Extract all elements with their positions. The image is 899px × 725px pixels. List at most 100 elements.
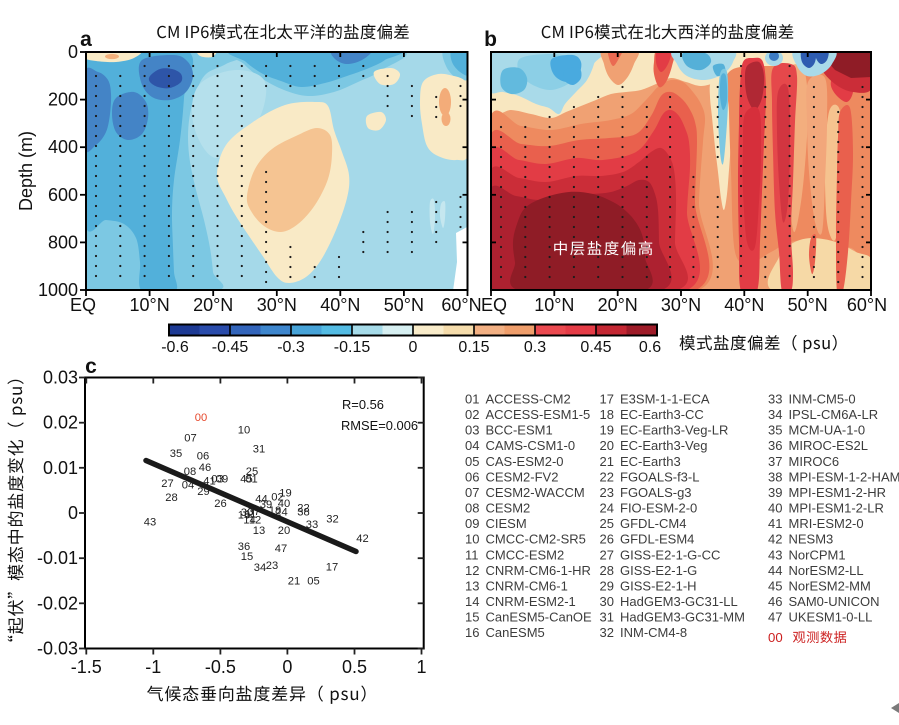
svg-text:38: 38 <box>768 469 782 484</box>
svg-text:MPI-ESM-1-2-HAM: MPI-ESM-1-2-HAM <box>789 469 899 484</box>
svg-text:39: 39 <box>768 485 782 500</box>
svg-text:NorESM2-MM: NorESM2-MM <box>789 579 871 594</box>
svg-text:34: 34 <box>768 407 782 422</box>
svg-text:-0.5: -0.5 <box>205 657 236 677</box>
svg-text:CESM2-WACCM: CESM2-WACCM <box>486 485 585 500</box>
svg-text:400: 400 <box>48 137 78 157</box>
svg-text:21: 21 <box>288 576 300 588</box>
svg-text:44: 44 <box>768 563 782 578</box>
svg-text:50°N: 50°N <box>788 295 828 315</box>
svg-text:03: 03 <box>465 423 479 438</box>
svg-text:IPSL-CM6A-LR: IPSL-CM6A-LR <box>789 407 879 422</box>
svg-text:600: 600 <box>48 185 78 205</box>
svg-text:24: 24 <box>275 507 287 519</box>
svg-text:ACCESS-ESM1-5: ACCESS-ESM1-5 <box>486 407 591 422</box>
svg-text:42: 42 <box>768 532 782 547</box>
svg-text:0.6: 0.6 <box>639 339 661 356</box>
svg-text:05: 05 <box>465 454 479 469</box>
svg-text:GISS-E2-1-H: GISS-E2-1-H <box>620 579 697 594</box>
svg-text:47: 47 <box>768 610 782 625</box>
svg-text:08: 08 <box>465 501 479 516</box>
svg-text:800: 800 <box>48 232 78 252</box>
svg-text:04: 04 <box>182 480 194 492</box>
svg-text:60°N: 60°N <box>441 295 481 315</box>
svg-text:GFDL-CM4: GFDL-CM4 <box>620 516 686 531</box>
svg-text:35: 35 <box>170 448 182 460</box>
svg-text:26: 26 <box>600 532 614 547</box>
svg-text:35: 35 <box>768 423 782 438</box>
svg-text:07: 07 <box>465 485 479 500</box>
svg-text:0: 0 <box>68 503 78 523</box>
svg-text:-0.3: -0.3 <box>277 339 305 356</box>
svg-text:32: 32 <box>326 514 338 526</box>
svg-text:33: 33 <box>306 519 318 531</box>
svg-text:15: 15 <box>241 551 253 563</box>
svg-text:MPI-ESM1-2-LR: MPI-ESM1-2-LR <box>789 501 884 516</box>
svg-text:CanESM5-CanOE: CanESM5-CanOE <box>486 610 593 625</box>
svg-text:INM-CM4-8: INM-CM4-8 <box>620 625 687 640</box>
svg-text:-0.03: -0.03 <box>37 639 78 659</box>
svg-text:24: 24 <box>600 501 614 516</box>
svg-text:43: 43 <box>144 517 156 529</box>
svg-text:CanESM5: CanESM5 <box>486 625 545 640</box>
svg-text:17: 17 <box>600 392 614 407</box>
svg-text:38: 38 <box>297 507 309 519</box>
svg-text:EC-Earth3-CC: EC-Earth3-CC <box>620 407 704 422</box>
svg-text:MRI-ESM2-0: MRI-ESM2-0 <box>789 516 864 531</box>
svg-text:26: 26 <box>214 498 226 510</box>
svg-text:32: 32 <box>600 625 614 640</box>
svg-text:-1: -1 <box>145 657 161 677</box>
svg-text:0.3: 0.3 <box>524 339 546 356</box>
svg-text:11: 11 <box>465 547 479 562</box>
svg-text:CMCC-ESM2: CMCC-ESM2 <box>486 547 565 562</box>
svg-text:23: 23 <box>266 560 278 572</box>
svg-text:20: 20 <box>278 525 290 537</box>
svg-text:40°N: 40°N <box>320 295 360 315</box>
svg-text:30°N: 30°N <box>257 295 297 315</box>
svg-text:UKESM1-0-LL: UKESM1-0-LL <box>789 610 873 625</box>
svg-text:RMSE=0.006: RMSE=0.006 <box>341 418 418 433</box>
svg-text:0.15: 0.15 <box>458 339 489 356</box>
svg-text:CNRM-CM6-1-HR: CNRM-CM6-1-HR <box>486 563 591 578</box>
svg-text:b: b <box>484 28 497 51</box>
svg-text:0.03: 0.03 <box>43 368 78 388</box>
svg-text:EC-Earth3: EC-Earth3 <box>620 454 681 469</box>
svg-text:NorCPM1: NorCPM1 <box>789 547 846 562</box>
svg-text:22: 22 <box>600 469 614 484</box>
svg-text:200: 200 <box>48 90 78 110</box>
svg-text:c: c <box>85 355 97 378</box>
svg-text:08: 08 <box>184 466 196 478</box>
svg-text:45: 45 <box>768 579 782 594</box>
svg-text:04: 04 <box>465 438 479 453</box>
svg-text:CESM2: CESM2 <box>486 501 531 516</box>
svg-text:07: 07 <box>184 433 196 445</box>
svg-text:10: 10 <box>238 425 250 437</box>
svg-text:EQ: EQ <box>481 295 507 315</box>
svg-text:INM-CM5-0: INM-CM5-0 <box>789 392 856 407</box>
svg-text:CNRM-ESM2-1: CNRM-ESM2-1 <box>486 594 576 609</box>
svg-text:a: a <box>80 28 92 51</box>
svg-text:02: 02 <box>465 407 479 422</box>
svg-text:06: 06 <box>465 469 479 484</box>
svg-text:20: 20 <box>600 438 614 453</box>
svg-text:EC-Earth3-Veg: EC-Earth3-Veg <box>620 438 707 453</box>
svg-text:50°N: 50°N <box>384 295 424 315</box>
svg-text:Depth (m): Depth (m) <box>16 131 36 211</box>
svg-text:20°N: 20°N <box>193 295 233 315</box>
svg-text:29: 29 <box>600 579 614 594</box>
svg-text:0: 0 <box>282 657 292 677</box>
svg-text:37: 37 <box>768 454 782 469</box>
svg-text:ACCESS-CM2: ACCESS-CM2 <box>486 392 571 407</box>
svg-text:FGOALS-g3: FGOALS-g3 <box>620 485 692 500</box>
svg-text:34: 34 <box>254 562 266 574</box>
svg-text:E3SM-1-1-ECA: E3SM-1-1-ECA <box>620 392 710 407</box>
svg-text:10°N: 10°N <box>534 295 574 315</box>
svg-text:0: 0 <box>68 42 78 62</box>
svg-text:46: 46 <box>768 594 782 609</box>
svg-text:GISS-E2-1-G-CC: GISS-E2-1-G-CC <box>620 547 720 562</box>
svg-text:HadGEM3-GC31-MM: HadGEM3-GC31-MM <box>620 610 745 625</box>
svg-text:28: 28 <box>600 563 614 578</box>
svg-text:EC-Earth3-Veg-LR: EC-Earth3-Veg-LR <box>620 423 728 438</box>
svg-text:0.45: 0.45 <box>580 339 611 356</box>
svg-text:CESM2-FV2: CESM2-FV2 <box>486 469 559 484</box>
